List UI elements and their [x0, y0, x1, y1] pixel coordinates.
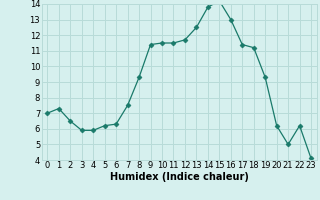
- X-axis label: Humidex (Indice chaleur): Humidex (Indice chaleur): [110, 172, 249, 182]
